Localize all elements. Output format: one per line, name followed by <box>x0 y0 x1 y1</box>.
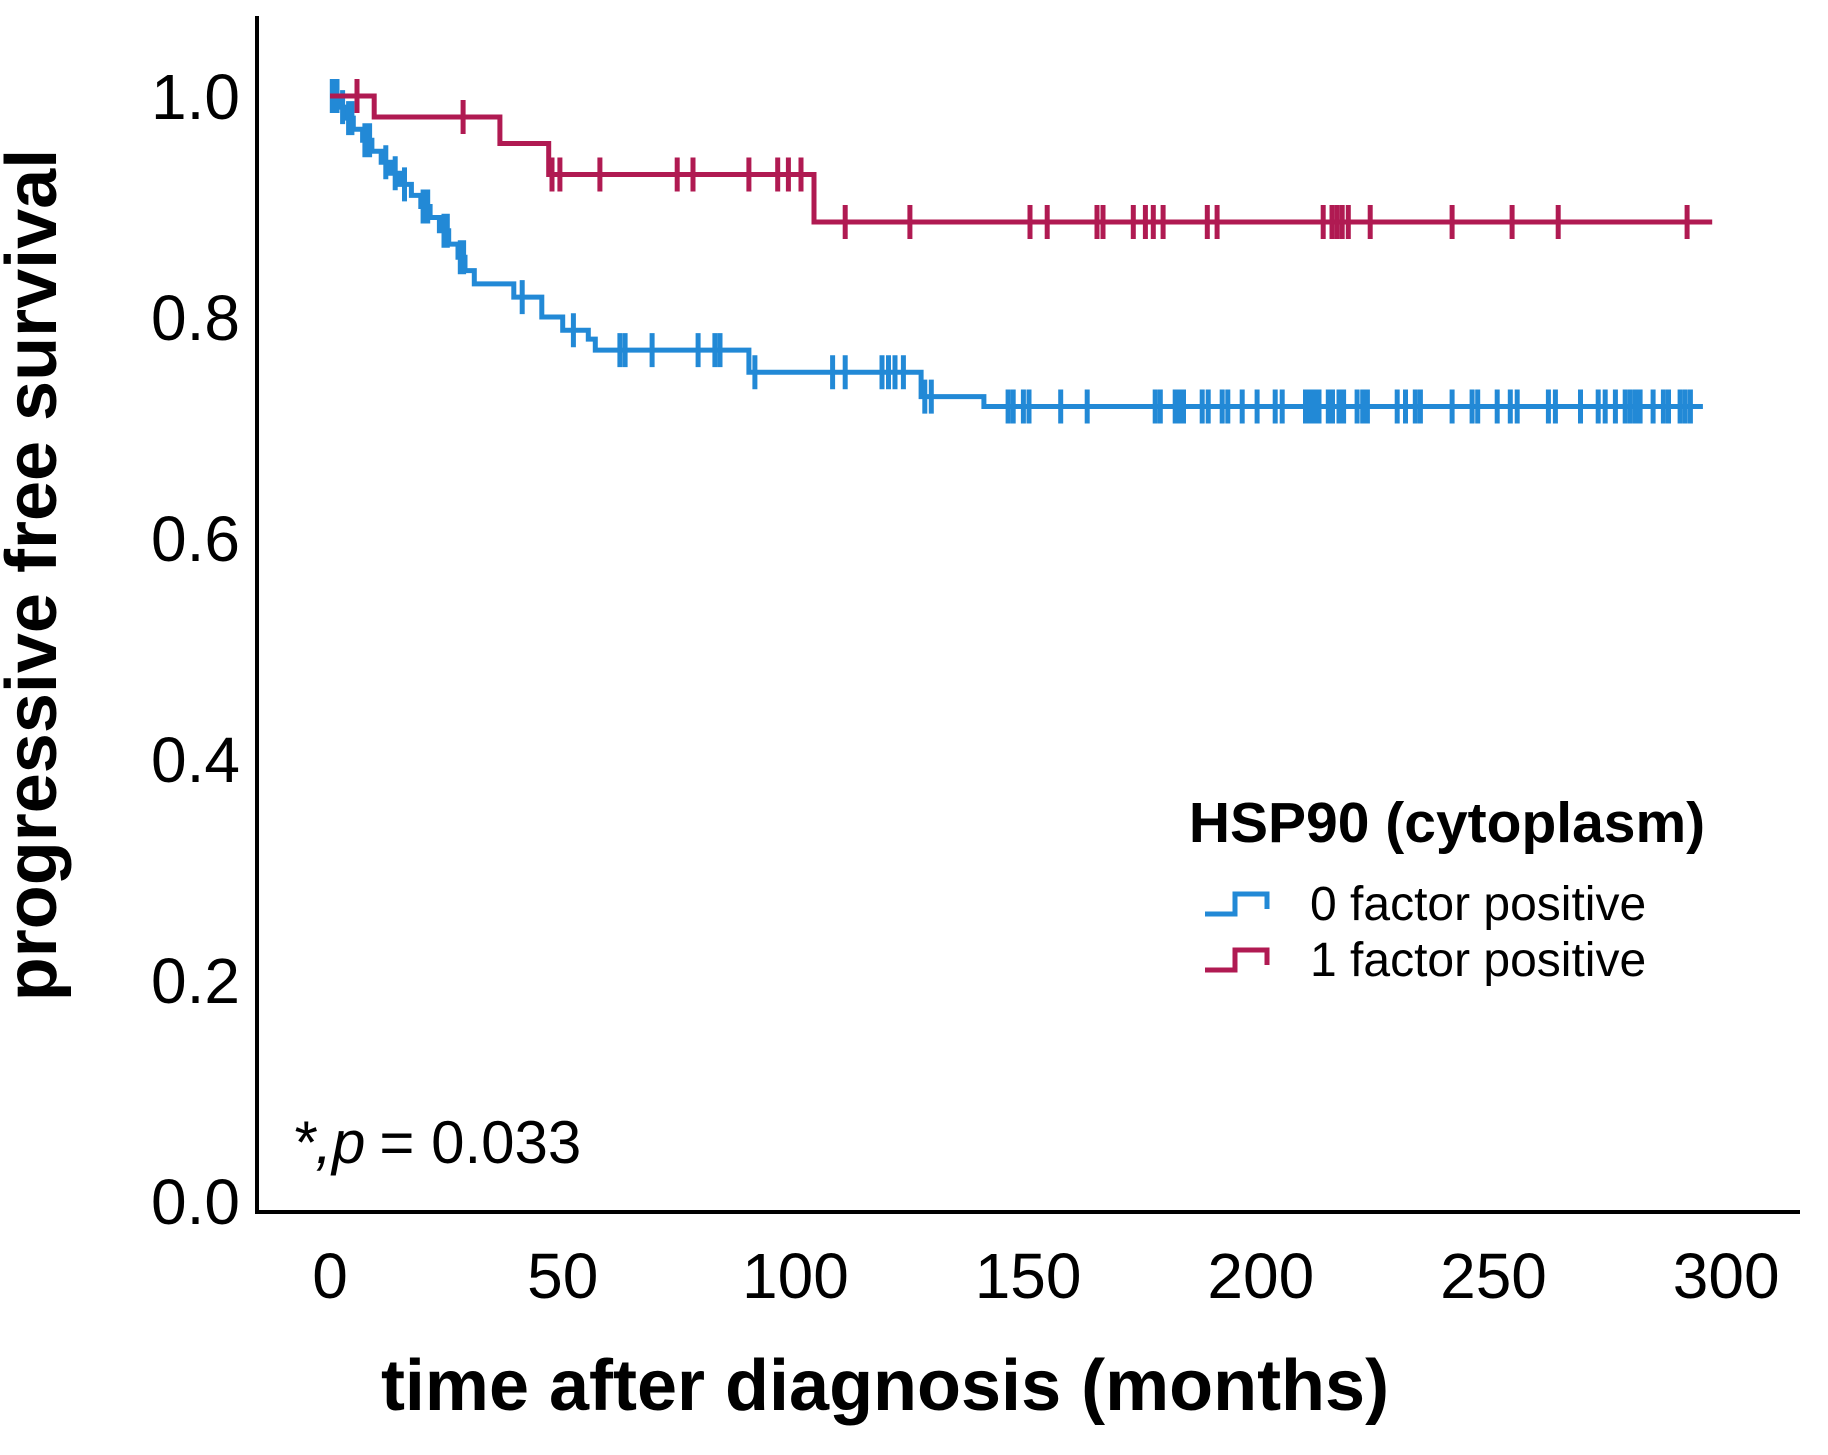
legend-key-step-icon <box>1205 947 1270 973</box>
km-series-1 <box>330 79 1713 239</box>
y-tick-labels: 0.0 0.2 0.4 0.6 0.8 1.0 <box>151 61 240 1238</box>
legend: HSP90 (cytoplasm) 0 factor positive 1 fa… <box>1189 791 1705 987</box>
y-tick-label: 0.2 <box>151 945 240 1017</box>
x-axis-title: time after diagnosis (months) <box>381 1346 1389 1426</box>
y-tick-label: 0.8 <box>151 282 240 354</box>
y-tick-label: 0.6 <box>151 503 240 575</box>
y-axis-title: progressive free survival <box>0 149 72 1001</box>
legend-item-1-factor: 1 factor positive <box>1205 934 1646 987</box>
legend-key-step-icon <box>1205 891 1270 917</box>
y-tick-label: 0.4 <box>151 724 240 796</box>
x-tick-labels: 0 50 100 150 200 250 300 <box>312 1240 1779 1312</box>
x-tick-label: 200 <box>1207 1240 1314 1312</box>
p-value-text: = 0.033 <box>379 1109 581 1176</box>
km-censor-marks <box>329 79 1693 424</box>
survival-curves <box>329 79 1713 424</box>
axes <box>255 16 1800 1214</box>
legend-item-0-factor: 0 factor positive <box>1205 878 1646 931</box>
y-tick-label: 0.0 <box>151 1166 240 1238</box>
x-tick-label: 50 <box>527 1240 598 1312</box>
km-censor-marks <box>354 79 1690 239</box>
x-tick-label: 150 <box>975 1240 1082 1312</box>
legend-item-label: 1 factor positive <box>1310 934 1646 987</box>
p-value-symbol: *,p <box>292 1109 365 1176</box>
x-tick-label: 250 <box>1440 1240 1547 1312</box>
x-tick-label: 0 <box>312 1240 348 1312</box>
y-tick-label: 1.0 <box>151 61 240 133</box>
x-tick-label: 300 <box>1673 1240 1780 1312</box>
legend-item-label: 0 factor positive <box>1310 878 1646 931</box>
km-series-0 <box>329 79 1703 424</box>
x-tick-label: 100 <box>742 1240 849 1312</box>
legend-title: HSP90 (cytoplasm) <box>1189 791 1705 855</box>
p-value-annotation: *,p = 0.033 <box>292 1109 581 1176</box>
km-curve-line <box>330 93 1713 225</box>
